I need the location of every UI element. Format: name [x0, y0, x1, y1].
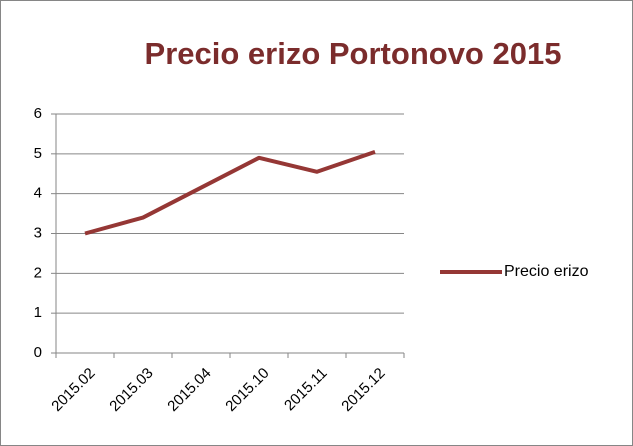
y-tick-label: 2 — [34, 264, 42, 281]
y-tick-label: 3 — [34, 224, 42, 241]
y-tick-label: 1 — [34, 304, 42, 321]
legend-label: Precio erizo — [504, 263, 589, 280]
y-tick-label: 0 — [34, 344, 42, 361]
chart-title: Precio erizo Portonovo 2015 — [145, 36, 562, 71]
y-tick-label: 4 — [34, 185, 42, 202]
y-tick-label: 6 — [34, 105, 42, 122]
y-tick-label: 5 — [34, 145, 42, 162]
line-series — [84, 149, 376, 236]
